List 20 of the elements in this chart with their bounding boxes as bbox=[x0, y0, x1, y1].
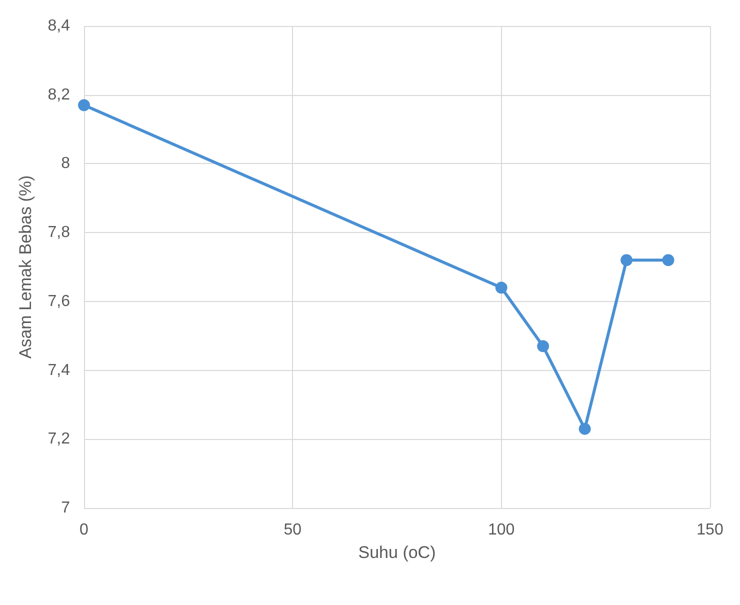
x-axis-title: Suhu (oC) bbox=[358, 543, 436, 562]
y-tick-label: 7,8 bbox=[48, 224, 70, 242]
y-tick-label: 7,6 bbox=[48, 292, 70, 310]
y-axis-title: Asam Lemak Bebas (%) bbox=[16, 175, 35, 359]
point bbox=[78, 99, 90, 112]
y-tick-label: 7,4 bbox=[48, 362, 70, 379]
point bbox=[620, 254, 633, 266]
x-tick-label: 50 bbox=[284, 522, 302, 538]
point bbox=[495, 282, 508, 294]
y-tick-label: 8,4 bbox=[48, 18, 70, 34]
y-tick-label: 7,2 bbox=[48, 430, 70, 448]
x-tick-label: 0 bbox=[80, 522, 89, 538]
x-tick-label: 100 bbox=[488, 522, 515, 538]
point bbox=[578, 422, 591, 435]
y-tick-label: 8,2 bbox=[48, 86, 70, 104]
y-tick-label: 7 bbox=[61, 500, 70, 516]
point bbox=[662, 254, 674, 266]
y-tick-label: 8 bbox=[61, 155, 70, 172]
x-tick-label: 150 bbox=[696, 522, 724, 538]
point bbox=[537, 340, 550, 352]
